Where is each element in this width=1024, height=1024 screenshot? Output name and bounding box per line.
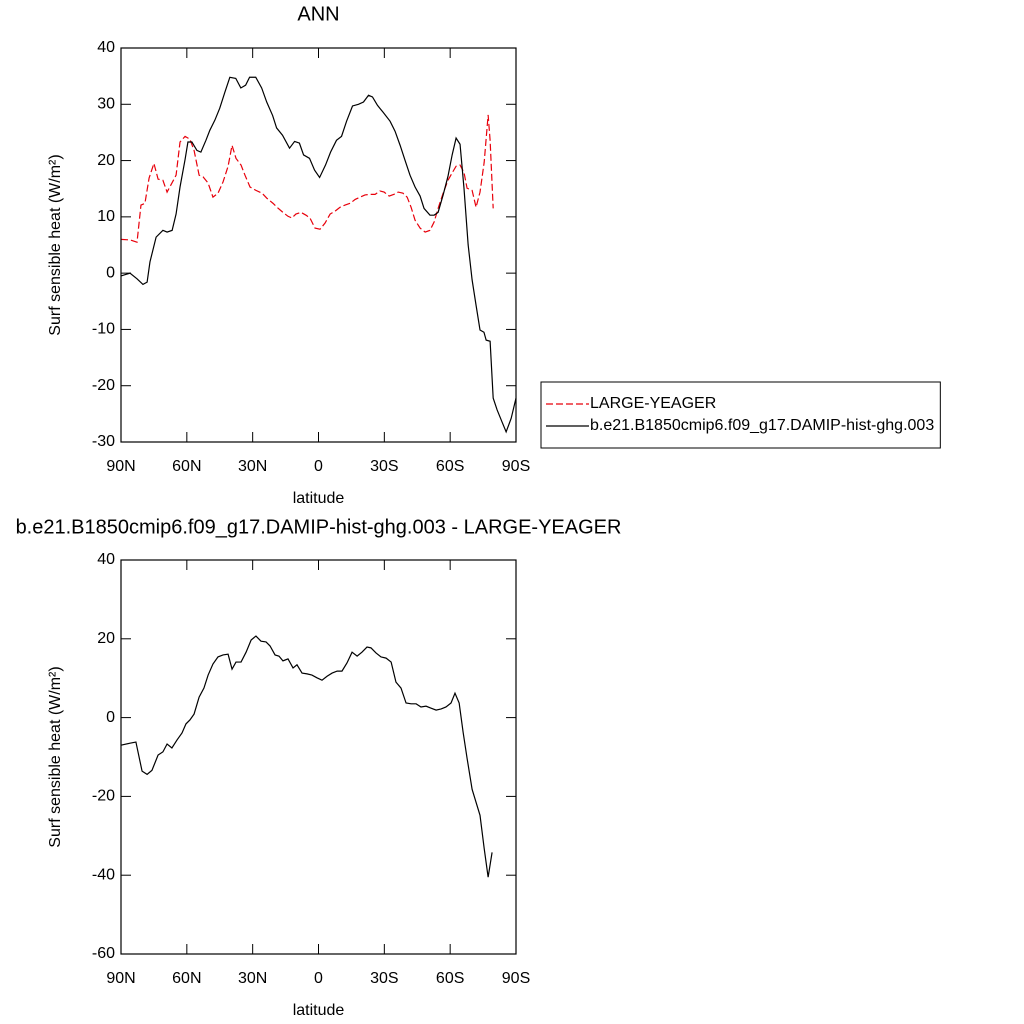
- x-tick-label: 60S: [436, 970, 464, 987]
- y-tick-label: -20: [92, 788, 115, 805]
- plot-frame: [120, 47, 517, 443]
- legend-frame: [540, 381, 941, 449]
- x-tick-label: 30N: [238, 970, 267, 987]
- y-tick-label: -60: [92, 945, 115, 962]
- x-tick-label: 60N: [172, 970, 201, 987]
- y-tick-label: 0: [106, 709, 115, 726]
- x-tick-label: 30S: [370, 458, 398, 475]
- series-line: [120, 635, 493, 878]
- y-tick-label: -20: [92, 377, 115, 394]
- chart-title: b.e21.B1850cmip6.f09_g17.DAMIP-hist-ghg.…: [16, 516, 622, 538]
- x-tick-label: 0: [314, 970, 323, 987]
- y-tick-label: -30: [92, 433, 115, 450]
- x-tick-label: 90N: [106, 970, 135, 987]
- y-tick-label: 30: [97, 96, 115, 113]
- x-tick-label: 90N: [106, 458, 135, 475]
- x-axis-label: latitude: [293, 490, 345, 507]
- x-tick-label: 0: [314, 458, 323, 475]
- x-tick-label: 30N: [238, 458, 267, 475]
- plot-frame: [120, 559, 517, 955]
- y-axis-label: Surf sensible heat (W/m²): [47, 666, 64, 847]
- x-tick-label: 90S: [502, 458, 530, 475]
- x-tick-label: 90S: [502, 970, 530, 987]
- series-line: [120, 114, 494, 243]
- x-tick-label: 60N: [172, 458, 201, 475]
- chart-title: ANN: [297, 3, 339, 25]
- y-axis-label: Surf sensible heat (W/m²): [47, 154, 64, 335]
- legend-label: LARGE-YEAGER: [590, 395, 716, 412]
- y-tick-label: 20: [97, 152, 115, 169]
- series-line: [120, 76, 517, 434]
- y-tick-label: -10: [92, 321, 115, 338]
- y-tick-label: 40: [97, 551, 115, 568]
- x-tick-label: 30S: [370, 970, 398, 987]
- y-tick-label: 20: [97, 630, 115, 647]
- y-tick-label: -40: [92, 866, 115, 883]
- y-tick-label: 40: [97, 39, 115, 56]
- x-tick-label: 60S: [436, 458, 464, 475]
- y-tick-label: 0: [106, 264, 115, 281]
- legend-label: b.e21.B1850cmip6.f09_g17.DAMIP-hist-ghg.…: [590, 417, 934, 434]
- x-axis-label: latitude: [293, 1002, 345, 1019]
- y-tick-label: 10: [97, 208, 115, 225]
